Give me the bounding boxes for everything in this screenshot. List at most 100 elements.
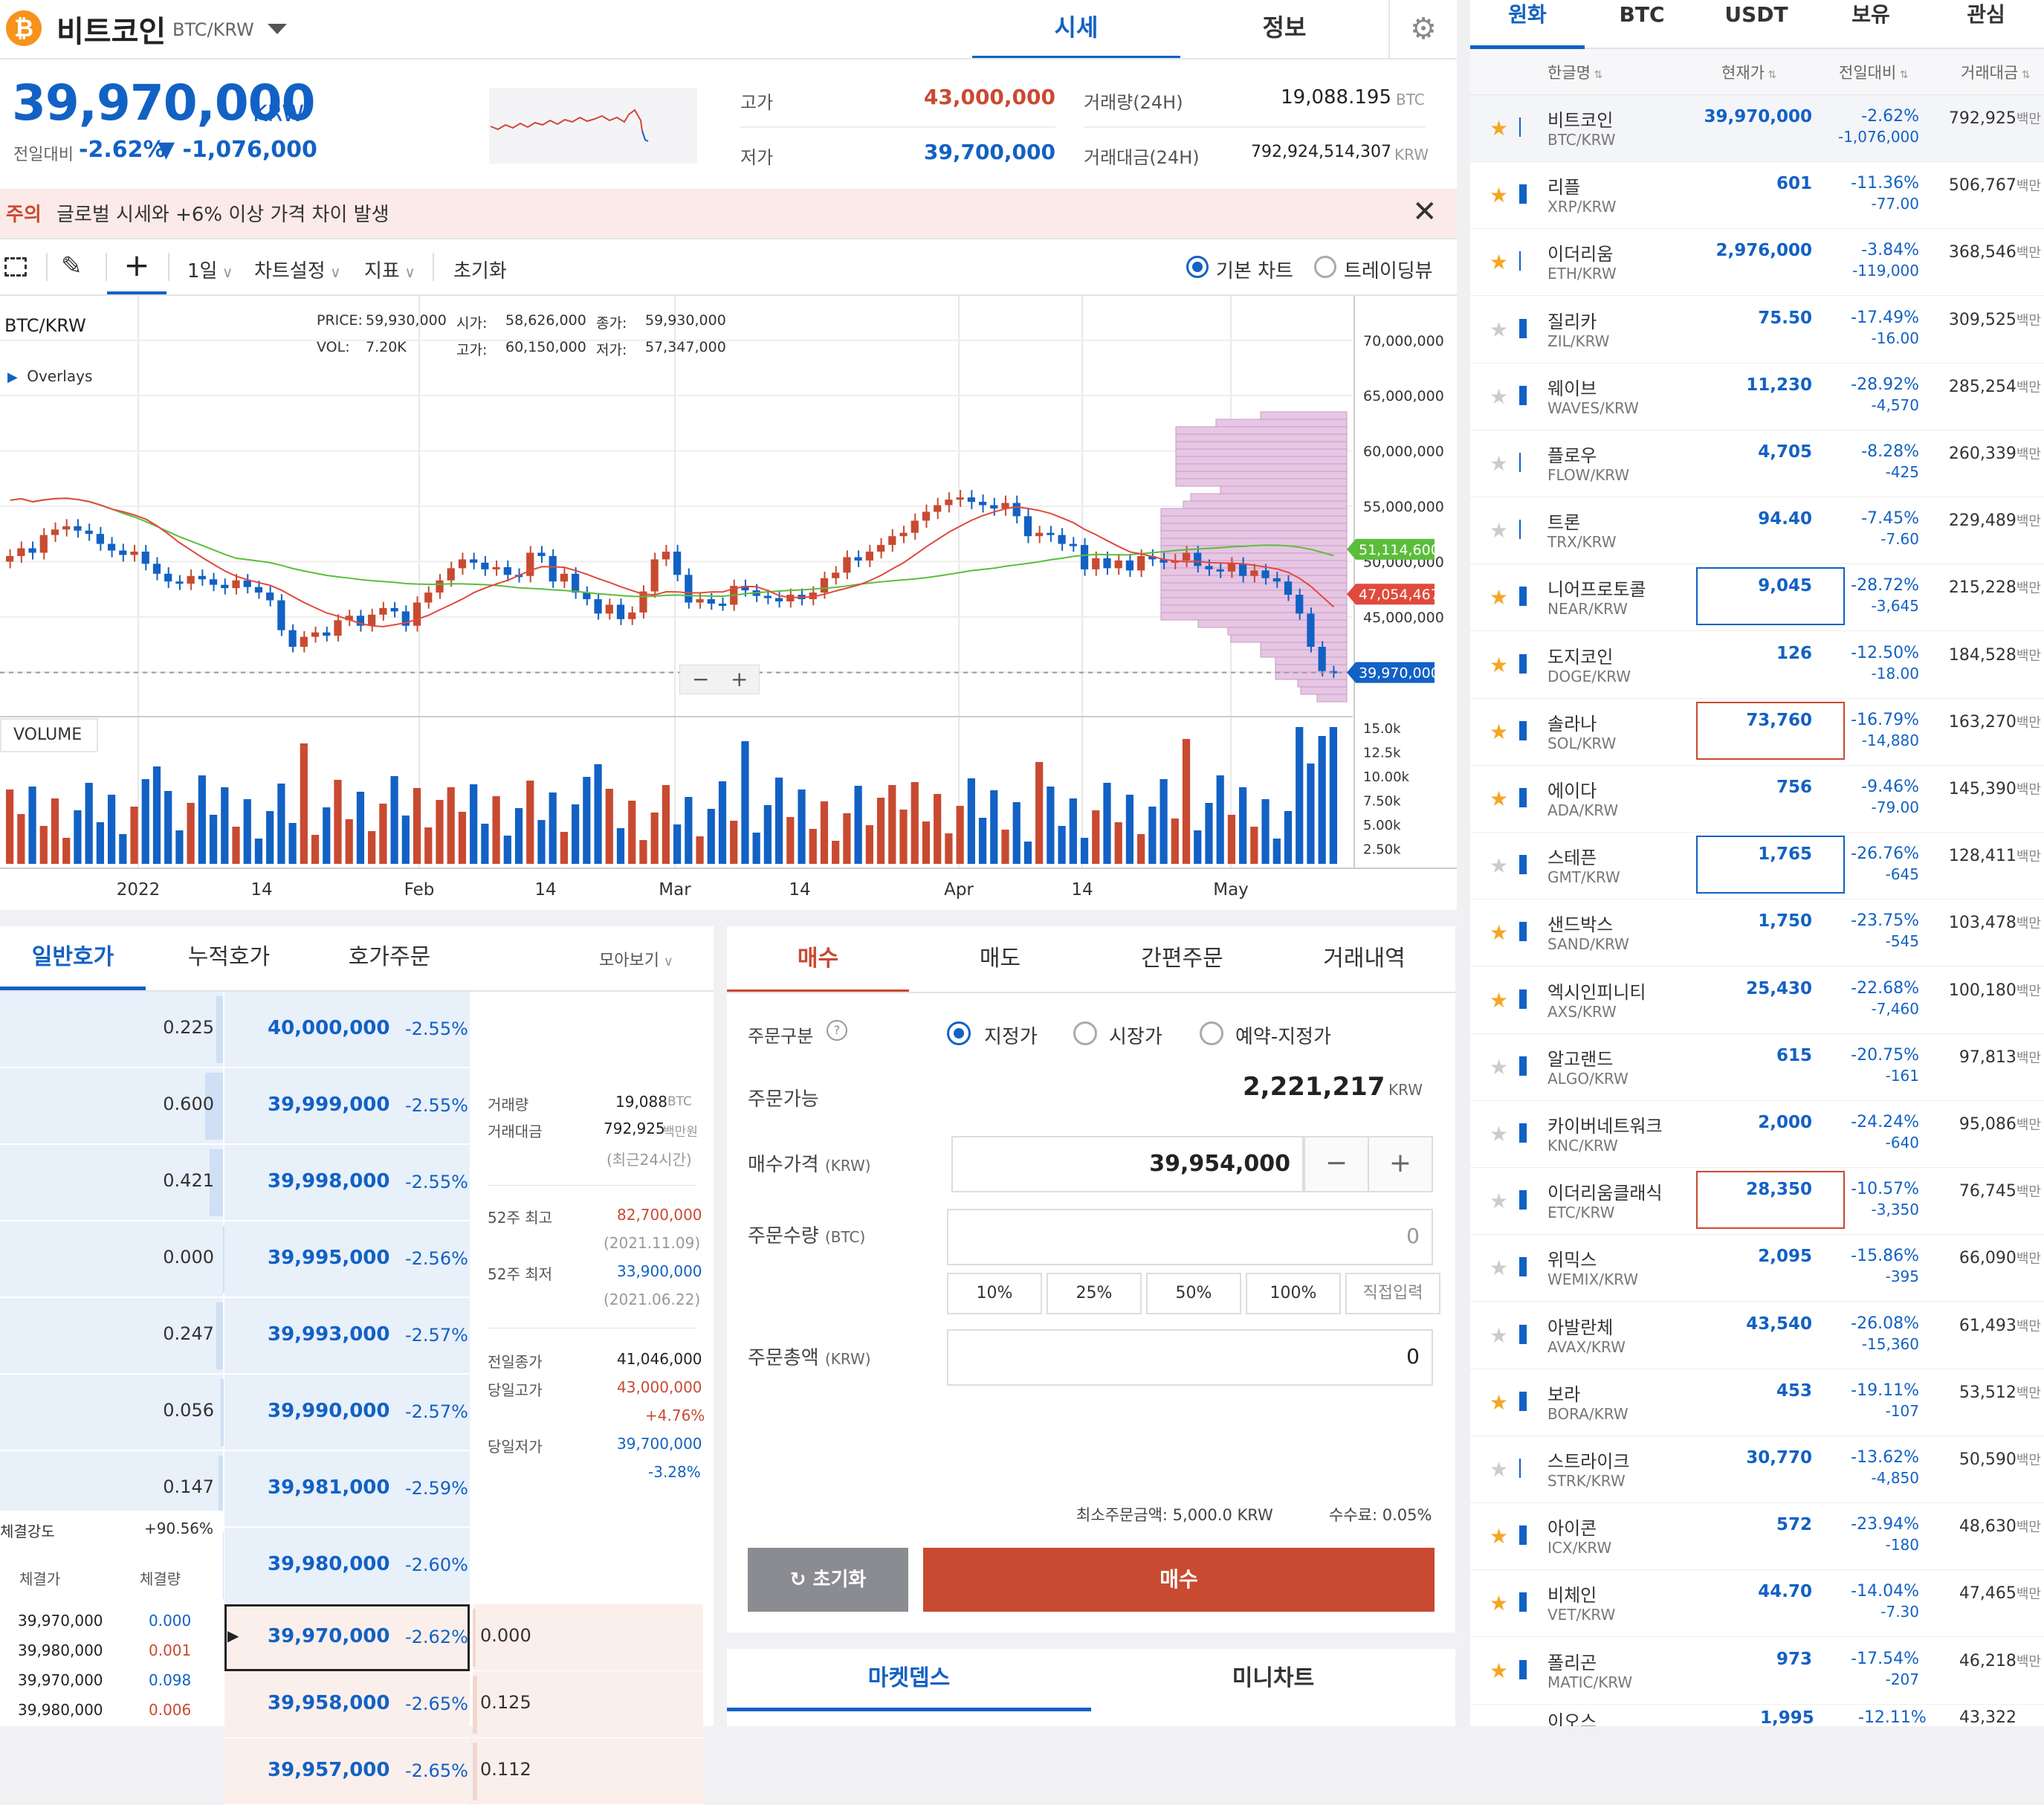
favorite-star-icon[interactable]: ★: [1490, 1524, 1509, 1549]
ask-row[interactable]: 0.600 39,999,000 -2.55%: [0, 1068, 714, 1144]
tab-info[interactable]: 정보: [1180, 0, 1388, 59]
market-row[interactable]: ★ 아이콘 ICX/KRW 572 -23.94% -180 48,630백만: [1470, 1503, 2044, 1571]
sort-price-header[interactable]: 현재가 ⇅: [1721, 61, 1776, 83]
pct-10-button[interactable]: 10%: [947, 1273, 1042, 1314]
candlestick-chart[interactable]: 70,000,000 65,000,000 60,000,000 55,000,000…: [0, 296, 1457, 910]
price-increment-button[interactable]: +: [1368, 1136, 1433, 1192]
favorite-star-icon[interactable]: ★: [1490, 652, 1509, 677]
market-row[interactable]: ★ 샌드박스 SAND/KRW 1,750 -23.75% -545 103,4…: [1470, 900, 2044, 967]
chart-reset-button[interactable]: 초기화: [453, 260, 507, 282]
favorite-star-icon[interactable]: ★: [1490, 518, 1509, 543]
indicators-dropdown[interactable]: 지표 ∨: [364, 256, 415, 283]
market-row[interactable]: ★ 도지코인 DOGE/KRW 126 -12.50% -18.00 184,5…: [1470, 632, 2044, 699]
pct-25-button[interactable]: 25%: [1047, 1273, 1142, 1314]
tab-holdings[interactable]: 보유: [1814, 0, 1928, 49]
market-row[interactable]: ★ 비체인 VET/KRW 44.70 -14.04% -7.30 47,465…: [1470, 1570, 2044, 1638]
favorite-star-icon[interactable]: ★: [1490, 1658, 1509, 1683]
market-row[interactable]: ★ 엑시인피니티 AXS/KRW 25,430 -22.68% -7,460 1…: [1470, 967, 2044, 1034]
market-row[interactable]: ★ 스트라이크 STRK/KRW 30,770 -13.62% -4,850 5…: [1470, 1436, 2044, 1503]
tab-orderbook-order[interactable]: 호가주문: [317, 926, 462, 990]
favorite-star-icon[interactable]: ★: [1490, 116, 1509, 141]
market-row[interactable]: ★ 질리카 ZIL/KRW 75.50 -17.49% -16.00 309,5…: [1470, 297, 2044, 364]
market-row[interactable]: ★ 알고랜드 ALGO/KRW 615 -20.75% -161 97,813백…: [1470, 1034, 2044, 1101]
ask-row[interactable]: 0.000 39,995,000 -2.56%: [0, 1221, 714, 1297]
favorite-star-icon[interactable]: ★: [1490, 1323, 1509, 1348]
favorite-star-icon[interactable]: ★: [1490, 787, 1509, 811]
favorite-star-icon[interactable]: ★: [1490, 719, 1509, 744]
market-row[interactable]: ★ 에이다 ADA/KRW 756 -9.46% -79.00 145,390백…: [1470, 766, 2044, 833]
interval-dropdown[interactable]: 1일 ∨: [187, 256, 233, 283]
tab-buy[interactable]: 매수: [727, 926, 909, 993]
sort-change-header[interactable]: 전일대비 ⇅: [1839, 61, 1908, 83]
favorite-star-icon[interactable]: ★: [1490, 585, 1509, 610]
tab-normal-orderbook[interactable]: 일반호가: [0, 926, 146, 990]
market-row[interactable]: ★ 보라 BORA/KRW 453 -19.11% -107 53,512백만: [1470, 1369, 2044, 1436]
tab-sell[interactable]: 매도: [909, 926, 1091, 993]
chart-settings-dropdown[interactable]: 차트설정 ∨: [254, 256, 341, 283]
favorite-star-icon[interactable]: ★: [1490, 1256, 1509, 1281]
ask-row[interactable]: 0.056 39,990,000 -2.57%: [0, 1375, 714, 1450]
settings-gear-icon[interactable]: ⚙: [1388, 0, 1457, 59]
grouping-dropdown[interactable]: 모아보기 ∨: [599, 947, 673, 971]
tab-btc[interactable]: BTC: [1585, 0, 1699, 49]
market-order-radio[interactable]: [1073, 1021, 1097, 1045]
sort-volume-header[interactable]: 거래대금 ⇅: [1961, 61, 2030, 83]
reserve-order-radio[interactable]: [1200, 1021, 1223, 1045]
favorite-star-icon[interactable]: ★: [1490, 1591, 1509, 1616]
buy-price-input[interactable]: 39,954,000: [951, 1136, 1304, 1192]
market-row[interactable]: ★ 스테픈 GMT/KRW 1,765 -26.76% -645 128,411…: [1470, 833, 2044, 900]
favorite-star-icon[interactable]: ★: [1490, 250, 1509, 275]
tab-usdt[interactable]: USDT: [1699, 0, 1814, 49]
tab-cumulative-orderbook[interactable]: 누적호가: [156, 926, 302, 990]
market-row[interactable]: ★ 이더리움 ETH/KRW 2,976,000 -3.84% -119,000…: [1470, 229, 2044, 297]
pct-50-button[interactable]: 50%: [1146, 1273, 1241, 1314]
market-row[interactable]: ★ 니어프로토콜 NEAR/KRW 9,045 -28.72% -3,645 2…: [1470, 564, 2044, 632]
order-reset-button[interactable]: ↻ 초기화: [748, 1548, 908, 1612]
tab-market-depth[interactable]: 마켓뎁스: [727, 1649, 1091, 1711]
coin-selector-chevron-icon[interactable]: [268, 24, 287, 34]
favorite-star-icon[interactable]: ★: [1490, 1189, 1509, 1214]
price-chart-panel[interactable]: 70,000,000 65,000,000 60,000,000 55,000,000…: [0, 296, 1457, 910]
favorite-star-icon[interactable]: ★: [1490, 1457, 1509, 1482]
market-row[interactable]: ★ 아발란체 AVAX/KRW 43,540 -26.08% -15,360 6…: [1470, 1302, 2044, 1369]
fullscreen-icon[interactable]: [4, 257, 27, 277]
favorite-star-icon[interactable]: ★: [1490, 1122, 1509, 1146]
favorite-star-icon[interactable]: ★: [1490, 1389, 1509, 1415]
tab-favorites[interactable]: 관심: [1928, 0, 2044, 49]
favorite-star-icon[interactable]: ★: [1490, 384, 1509, 409]
market-row[interactable]: ★ 위믹스 WEMIX/KRW 2,095 -15.86% -395 66,09…: [1470, 1235, 2044, 1302]
market-row[interactable]: ★ 웨이브 WAVES/KRW 11,230 -28.92% -4,570 28…: [1470, 364, 2044, 430]
market-row[interactable]: ★ 비트코인 BTC/KRW 39,970,000 -2.62% -1,076,…: [1470, 95, 2044, 162]
tab-easy-order[interactable]: 간편주문: [1091, 926, 1273, 993]
sort-name-header[interactable]: 한글명 ⇅: [1547, 61, 1602, 83]
favorite-star-icon[interactable]: ★: [1490, 853, 1509, 879]
notice-close-icon[interactable]: ✕: [1412, 195, 1437, 229]
overlays-toggle[interactable]: ▶ Overlays: [7, 367, 92, 385]
market-row[interactable]: ★ 플로우 FLOW/KRW 4,705 -8.28% -425 260,339…: [1470, 430, 2044, 497]
basic-chart-radio[interactable]: [1186, 256, 1209, 278]
tab-history[interactable]: 거래내역: [1273, 926, 1455, 993]
tab-krw[interactable]: 원화: [1470, 0, 1585, 49]
favorite-star-icon[interactable]: ★: [1490, 987, 1509, 1013]
tab-mini-chart[interactable]: 미니차트: [1091, 1649, 1455, 1711]
ask-row[interactable]: 0.225 40,000,000 -2.55%: [0, 992, 714, 1068]
market-row[interactable]: ★ 이더리움클래식 ETC/KRW 28,350 -10.57% -3,350 …: [1470, 1168, 2044, 1236]
ask-row[interactable]: 0.247 39,993,000 -2.57%: [0, 1298, 714, 1374]
limit-order-radio[interactable]: [947, 1021, 971, 1045]
draw-pencil-icon[interactable]: ✎: [61, 251, 83, 281]
market-row[interactable]: ★ 솔라나 SOL/KRW 73,760 -16.79% -14,880 163…: [1470, 699, 2044, 766]
bid-row[interactable]: ▶ 39,970,000 -2.62% 0.000: [0, 1604, 714, 1671]
help-icon[interactable]: ?: [827, 1020, 847, 1041]
market-row[interactable]: ★ 카이버네트워크 KNC/KRW 2,000 -24.24% -640 95,…: [1470, 1101, 2044, 1168]
bid-row[interactable]: 39,957,000 -2.65% 0.112: [0, 1738, 714, 1805]
favorite-star-icon[interactable]: ★: [1490, 1054, 1509, 1079]
favorite-star-icon[interactable]: ★: [1490, 317, 1509, 342]
buy-submit-button[interactable]: 매수: [923, 1548, 1435, 1612]
direct-input-button[interactable]: 직접입력: [1345, 1273, 1440, 1314]
order-total-input[interactable]: 0: [947, 1329, 1433, 1386]
tradingview-radio[interactable]: [1314, 256, 1336, 278]
order-qty-input[interactable]: 0: [947, 1209, 1433, 1265]
crosshair-tool[interactable]: +: [107, 239, 166, 294]
tab-quote[interactable]: 시세: [972, 0, 1180, 59]
favorite-star-icon[interactable]: ★: [1490, 183, 1509, 208]
